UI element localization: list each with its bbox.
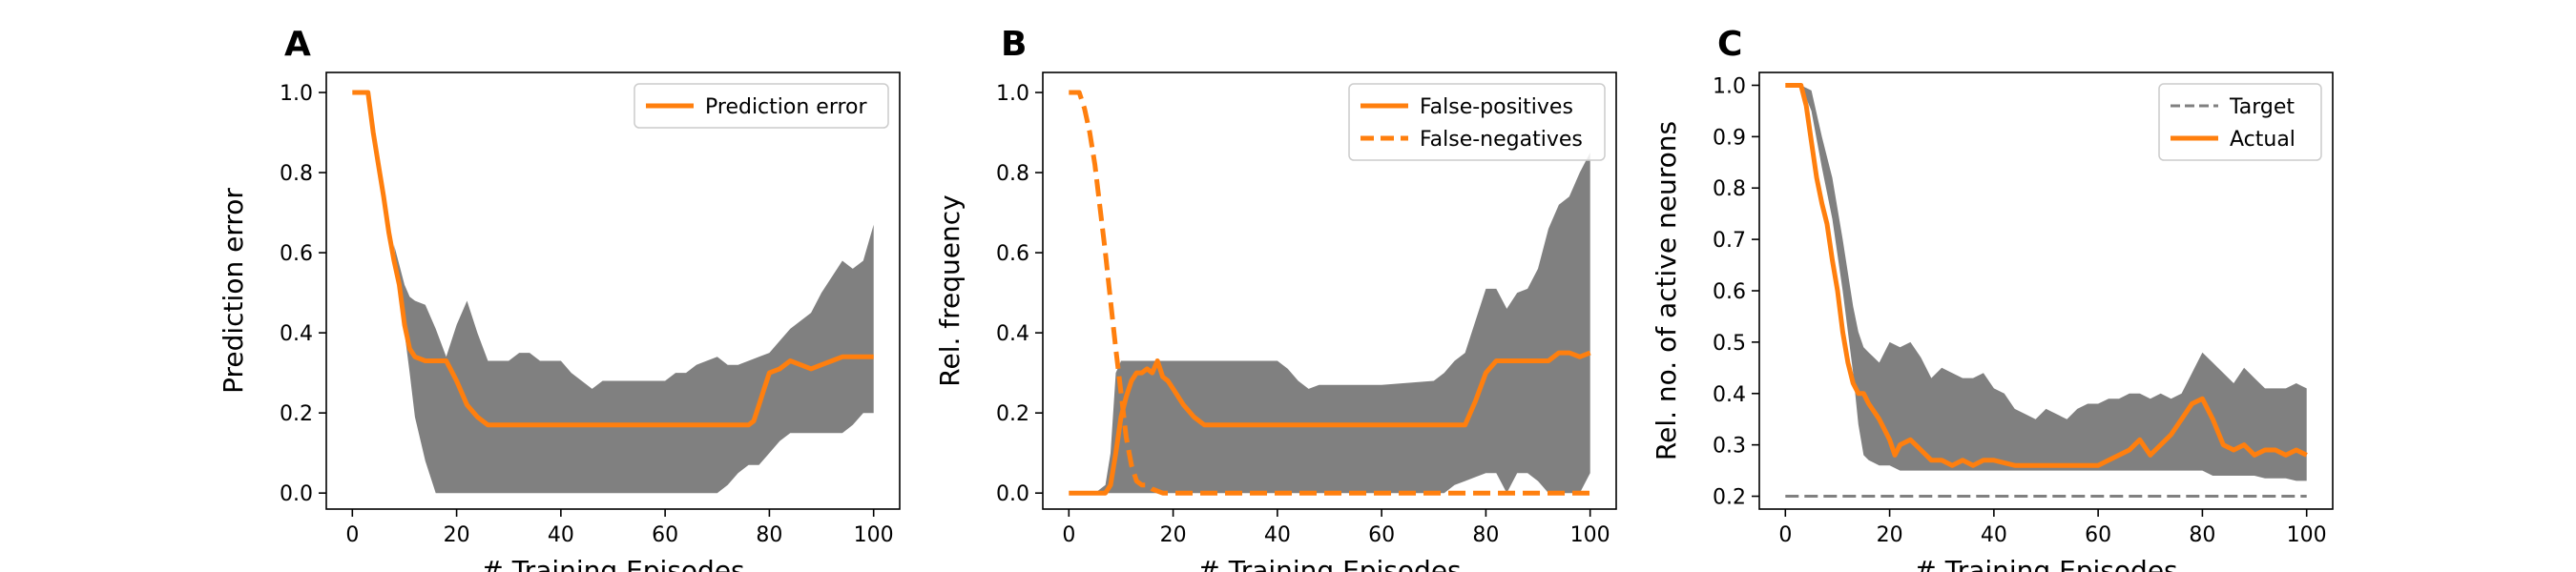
legend-label: False-positives bbox=[1420, 95, 1573, 119]
x-axis-label: # Training Episodes bbox=[481, 555, 744, 572]
x-tick-label: 60 bbox=[1368, 523, 1395, 547]
y-tick-label: 0.7 bbox=[1713, 229, 1746, 253]
y-tick-label: 0.0 bbox=[996, 482, 1029, 506]
x-tick-label: 80 bbox=[2189, 523, 2215, 547]
legend-label: False-negatives bbox=[1420, 128, 1583, 152]
y-tick-label: 1.0 bbox=[996, 82, 1029, 106]
plot-area bbox=[1785, 83, 2308, 498]
spread-band bbox=[1785, 85, 2307, 481]
y-tick-label: 0.4 bbox=[996, 322, 1029, 346]
y-tick-label: 0.4 bbox=[280, 322, 313, 346]
y-tick-label: 0.6 bbox=[280, 242, 313, 266]
y-tick-label: 0.0 bbox=[280, 482, 313, 506]
x-tick-label: 40 bbox=[1981, 523, 2007, 547]
x-tick-label: 20 bbox=[1160, 523, 1187, 547]
y-tick-label: 0.2 bbox=[1713, 486, 1746, 510]
y-tick-label: 1.0 bbox=[280, 82, 313, 106]
x-tick-label: 60 bbox=[652, 523, 678, 547]
panel-letter: A bbox=[284, 25, 311, 64]
x-axis-label: # Training Episodes bbox=[1197, 555, 1461, 572]
x-tick-label: 0 bbox=[1062, 523, 1075, 547]
legend: Target Actual bbox=[2158, 83, 2322, 161]
x-tick-label: 100 bbox=[854, 523, 894, 547]
x-tick-label: 80 bbox=[756, 523, 782, 547]
y-tick-label: 0.2 bbox=[280, 402, 313, 426]
legend: False-positives False-negatives bbox=[1348, 83, 1606, 161]
legend: Prediction error bbox=[634, 83, 889, 129]
y-tick-label: 0.3 bbox=[1713, 435, 1746, 459]
y-axis-label: Rel. frequency bbox=[934, 194, 966, 386]
legend-box bbox=[1348, 83, 1606, 161]
panel-b: B 0 20 40 60 80 100 0.0 0.2 0.4 0.6 0.8 1.0 # Trainin… bbox=[934, 25, 1617, 572]
series-line-false-negatives bbox=[1069, 90, 1590, 496]
plot-area bbox=[352, 90, 874, 494]
x-tick-label: 100 bbox=[2287, 523, 2327, 547]
panel-letter: C bbox=[1717, 25, 1742, 64]
x-tick-label: 80 bbox=[1472, 523, 1499, 547]
axes-frame bbox=[1042, 72, 1617, 510]
x-tick-label: 0 bbox=[345, 523, 359, 547]
y-tick-label: 0.8 bbox=[996, 162, 1029, 186]
axes-frame bbox=[325, 72, 901, 510]
plot-area bbox=[1069, 90, 1591, 496]
panel-a: A 0 20 40 60 80 100 0.0 0.2 0.4 0.6 0.8 1.0 # Trainin… bbox=[218, 25, 901, 572]
y-tick-label: 0.8 bbox=[280, 162, 313, 186]
x-tick-label: 0 bbox=[1778, 523, 1792, 547]
x-tick-label: 40 bbox=[548, 523, 574, 547]
x-axis-label: # Training Episodes bbox=[1914, 555, 2177, 572]
y-tick-label: 0.6 bbox=[1713, 280, 1746, 304]
y-tick-label: 1.0 bbox=[1713, 74, 1746, 98]
spread-band bbox=[1069, 153, 1590, 494]
y-tick-label: 0.5 bbox=[1713, 332, 1746, 356]
y-tick-label: 0.6 bbox=[996, 242, 1029, 266]
x-tick-label: 60 bbox=[2085, 523, 2111, 547]
legend-box bbox=[2158, 83, 2322, 161]
legend-label: Prediction error bbox=[705, 95, 867, 119]
x-tick-label: 40 bbox=[1264, 523, 1291, 547]
series-line-actual bbox=[1785, 83, 2308, 468]
panel-c: C 0 20 40 60 80 100 0.2 0.3 0.4 0.5 0.6 0.7 0.8 0.9 1.0… bbox=[1651, 25, 2334, 572]
legend-box bbox=[634, 83, 889, 129]
spread-band bbox=[352, 92, 874, 494]
legend-label: Actual bbox=[2230, 128, 2296, 152]
y-tick-label: 0.9 bbox=[1713, 126, 1746, 150]
series-line-prediction-error bbox=[352, 90, 874, 428]
y-tick-label: 0.8 bbox=[1713, 177, 1746, 201]
x-tick-label: 20 bbox=[1877, 523, 1903, 547]
panel-letter: B bbox=[1001, 25, 1027, 64]
y-axis-label: Rel. no. of active neurons bbox=[1651, 121, 1682, 460]
y-tick-label: 0.4 bbox=[1713, 383, 1746, 407]
x-tick-label: 100 bbox=[1570, 523, 1610, 547]
legend-label: Target bbox=[2229, 95, 2295, 119]
x-tick-label: 20 bbox=[444, 523, 470, 547]
y-tick-label: 0.2 bbox=[996, 402, 1029, 426]
y-axis-label: Prediction error bbox=[218, 188, 249, 394]
series-line-false-positives bbox=[1069, 350, 1591, 496]
